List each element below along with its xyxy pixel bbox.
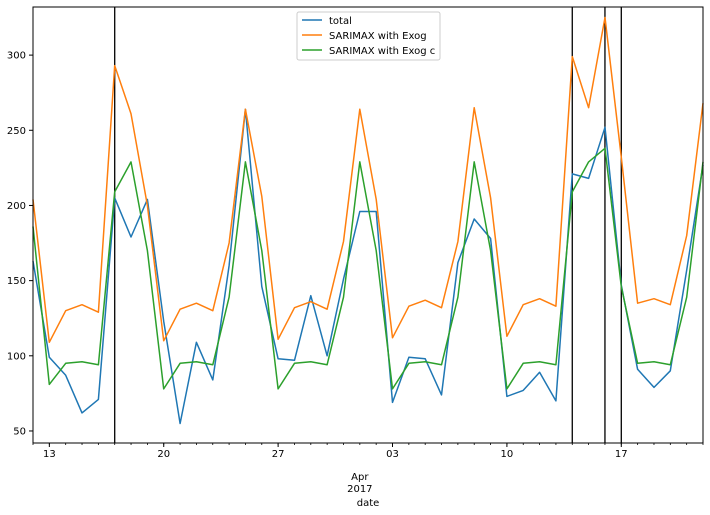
series-line-0 bbox=[32, 108, 704, 425]
y-tick-label: 250 bbox=[7, 126, 26, 137]
x-tick-label: 20 bbox=[157, 449, 170, 460]
legend-box bbox=[296, 11, 441, 61]
series-line-2 bbox=[32, 147, 704, 390]
x-tick-label: 17 bbox=[615, 449, 628, 460]
series-line-1 bbox=[32, 16, 704, 344]
y-tick-label: 300 bbox=[7, 51, 26, 62]
x-axis: 13 20 27 03 10 17 bbox=[32, 443, 704, 460]
x-secondary-label-month: Apr bbox=[351, 472, 369, 483]
series-lines bbox=[32, 16, 704, 425]
y-tick-label: 200 bbox=[7, 201, 26, 212]
x-secondary-label-year: 2017 bbox=[347, 484, 372, 495]
legend-label-sarimax-exog-c: SARIMAX with Exog c bbox=[329, 46, 435, 57]
x-tick-label: 13 bbox=[43, 449, 56, 460]
vertical-markers bbox=[114, 7, 622, 443]
legend-label-sarimax-exog: SARIMAX with Exog bbox=[329, 31, 427, 42]
plot-frame bbox=[32, 6, 704, 444]
x-tick-label: 27 bbox=[272, 449, 285, 460]
y-axis: 50 100 150 200 250 300 bbox=[7, 51, 33, 437]
legend: total SARIMAX with Exog SARIMAX with Exo… bbox=[296, 11, 441, 61]
x-tick-label: 10 bbox=[501, 449, 514, 460]
y-tick-label: 50 bbox=[13, 426, 26, 437]
y-tick-label: 150 bbox=[7, 276, 26, 287]
x-axis-label: date bbox=[357, 498, 380, 509]
legend-label-total: total bbox=[329, 16, 352, 27]
plot-area bbox=[33, 7, 703, 443]
y-tick-label: 100 bbox=[7, 351, 26, 362]
x-tick-label: 03 bbox=[386, 449, 399, 460]
